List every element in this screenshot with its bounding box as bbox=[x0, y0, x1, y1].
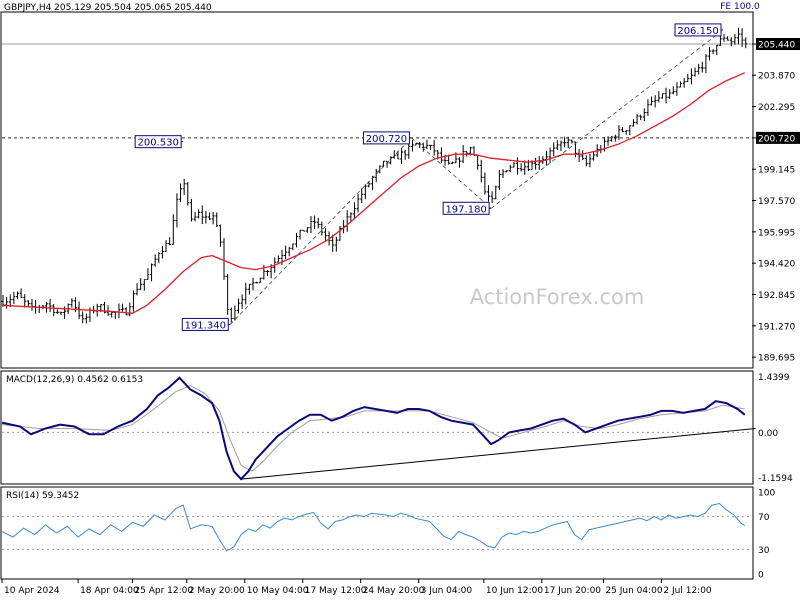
price-tick-label: 202.295 bbox=[758, 103, 795, 113]
price-label: 197.180 bbox=[445, 204, 486, 215]
price-tick-label: 203.870 bbox=[758, 72, 795, 82]
macd-tick-label: 0.00 bbox=[758, 429, 778, 439]
price-label: 200.720 bbox=[366, 134, 407, 145]
price-tick-label: 192.845 bbox=[758, 291, 795, 301]
price-tick-label: 189.695 bbox=[758, 354, 795, 364]
moving-average-line bbox=[1, 72, 746, 314]
time-tick-label: 25 Jun 04:00 bbox=[605, 586, 662, 596]
price-label: 200.530 bbox=[137, 138, 178, 149]
time-tick-label: 25 Apr 12:00 bbox=[134, 586, 193, 596]
macd-line bbox=[1, 376, 746, 481]
price-tick-label: 199.145 bbox=[758, 166, 795, 176]
fib-trendline-0 bbox=[229, 137, 412, 325]
price-label-box bbox=[362, 131, 410, 145]
macd-title: MACD(12,26,9) 0.4562 0.6153 bbox=[6, 375, 143, 385]
time-tick-label: 18 Apr 04:00 bbox=[80, 586, 139, 596]
fib-expansion-label: FE 100.0 bbox=[720, 2, 760, 12]
axis-layer: 205.440 203.870 202.295 200.720 199.145 197.5… bbox=[1, 38, 800, 596]
macd-trendline bbox=[241, 427, 756, 480]
price-tick-highlight bbox=[756, 131, 800, 144]
symbol-readout: GBPJPY,H4 205.129 205.504 205.065 205.44… bbox=[4, 3, 212, 13]
time-tick-label: 2 May 20:00 bbox=[189, 586, 245, 596]
price-tick-label: 195.995 bbox=[758, 228, 795, 238]
rsi-pane-frame bbox=[0, 486, 754, 580]
price-label-box bbox=[134, 135, 182, 149]
macd-signal-line bbox=[1, 385, 745, 472]
price-tick-highlight bbox=[756, 38, 800, 51]
time-tick-label: 2 Jul 12:00 bbox=[663, 586, 712, 596]
rsi-layer bbox=[1, 502, 752, 552]
time-tick-label: 10 Apr 2024 bbox=[4, 586, 60, 596]
price-label: 191.340 bbox=[185, 320, 226, 331]
price-label-box bbox=[181, 317, 229, 331]
price-label-box bbox=[442, 201, 490, 215]
rsi-line bbox=[1, 502, 746, 552]
time-tick-label: 10 May 04:00 bbox=[247, 586, 309, 596]
watermark: ActionForex.com bbox=[470, 285, 645, 309]
price-tick-label: 197.570 bbox=[758, 197, 795, 207]
macd-tick-label: -1.1594 bbox=[758, 474, 793, 484]
time-tick-label: 3 Jun 04:00 bbox=[421, 586, 473, 596]
time-tick-label: 24 May 20:00 bbox=[363, 586, 425, 596]
rsi-tick-label: 70 bbox=[758, 513, 770, 523]
price-tick-label: 191.270 bbox=[758, 322, 795, 332]
fib-trendline-1 bbox=[411, 137, 492, 209]
macd-tick-label: 1.4399 bbox=[758, 373, 790, 383]
macd-pane-frame bbox=[0, 370, 754, 485]
rsi-tick-label: 30 bbox=[758, 546, 770, 556]
rsi-title: RSI(14) 59.3452 bbox=[6, 491, 79, 501]
time-tick-label: 10 Jun 12:00 bbox=[486, 586, 543, 596]
price-pane-frame bbox=[0, 11, 754, 369]
price-tick-label: 200.720 bbox=[758, 134, 795, 144]
price-label-box bbox=[674, 23, 722, 37]
price-tick-label: 194.420 bbox=[758, 260, 795, 270]
time-tick-label: 17 Jun 20:00 bbox=[544, 586, 601, 596]
time-tick-label: 17 May 12:00 bbox=[305, 586, 367, 596]
price-tick-label: 205.440 bbox=[758, 41, 795, 51]
price-label: 206.150 bbox=[677, 26, 718, 37]
rsi-tick-label: 0 bbox=[758, 571, 764, 581]
macd-layer bbox=[1, 376, 756, 481]
price-layer: 200.530 191.340 200.720 197.180 206.150 bbox=[1, 23, 752, 331]
rsi-tick-label: 100 bbox=[758, 489, 775, 499]
